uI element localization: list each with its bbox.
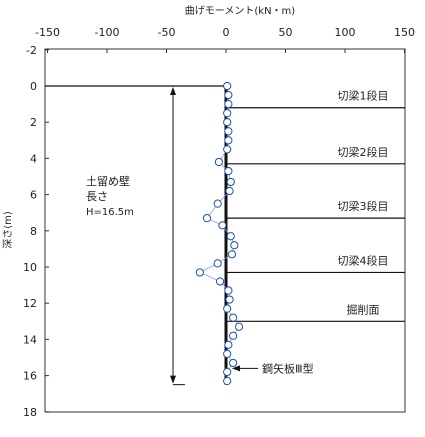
y-tick-label: 16 bbox=[23, 370, 37, 383]
y-tick-label: 2 bbox=[30, 116, 37, 129]
strut-label: 切梁2段目 bbox=[338, 145, 389, 159]
strut-label: 切梁1段目 bbox=[338, 89, 389, 103]
y-tick-label: -2 bbox=[26, 44, 37, 57]
pile-label: 鋼矢板Ⅲ型 bbox=[262, 361, 314, 375]
data-point bbox=[223, 304, 232, 313]
data-point bbox=[202, 214, 212, 223]
y-tick-label: 4 bbox=[30, 152, 37, 165]
data-point bbox=[223, 367, 232, 377]
strut-label: 掘削面 bbox=[347, 302, 380, 316]
x-tick-label: -150 bbox=[35, 26, 60, 39]
y-axis-title: 深さ(m) bbox=[2, 211, 14, 249]
data-point bbox=[224, 166, 233, 176]
data-point bbox=[229, 313, 238, 322]
wall-label-line3: H=16.5m bbox=[86, 207, 134, 218]
data-point bbox=[224, 340, 233, 349]
data-point bbox=[213, 199, 222, 208]
data-point bbox=[226, 177, 235, 187]
data-point bbox=[230, 241, 239, 250]
strut-label: 切梁3段目 bbox=[338, 199, 389, 213]
y-tick-label: 6 bbox=[30, 189, 37, 202]
data-point bbox=[214, 157, 223, 167]
x-tick-label: 50 bbox=[279, 26, 293, 39]
strut-label: 切梁4段目 bbox=[338, 253, 389, 267]
y-tick-label: 10 bbox=[23, 261, 37, 274]
data-point bbox=[224, 90, 233, 100]
axis-ticks: -150 -100 -50 0 50 100 150 -2 0 2 4 6 8 10 12 14 16 18 bbox=[23, 26, 415, 419]
data-point bbox=[223, 81, 232, 91]
arrow-head-top bbox=[170, 87, 176, 95]
data-point bbox=[224, 136, 233, 145]
x-tick-label: 100 bbox=[335, 26, 356, 39]
x-tick-label: 150 bbox=[394, 26, 415, 39]
data-point bbox=[224, 127, 233, 136]
data-point bbox=[218, 221, 227, 230]
data-point bbox=[223, 118, 232, 127]
x-tick-label: -100 bbox=[95, 26, 120, 39]
data-point bbox=[223, 145, 232, 154]
y-tick-label: 8 bbox=[30, 225, 37, 238]
x-tick-label: 0 bbox=[223, 26, 230, 39]
data-point bbox=[226, 232, 235, 241]
wall-label-line1: 土留め壁 bbox=[86, 174, 130, 188]
y-tick-label: 14 bbox=[23, 333, 37, 346]
data-point bbox=[225, 186, 234, 196]
data-point bbox=[224, 100, 233, 109]
data-point bbox=[229, 331, 238, 340]
data-point bbox=[223, 376, 232, 386]
data-point bbox=[229, 358, 238, 368]
y-tick-label: 12 bbox=[23, 297, 37, 310]
data-point bbox=[223, 349, 232, 358]
data-point bbox=[227, 250, 237, 259]
pile-leader-arrow bbox=[232, 365, 240, 372]
y-tick-label: 0 bbox=[30, 80, 37, 93]
data-point bbox=[195, 268, 204, 277]
data-point bbox=[234, 322, 244, 331]
x-tick-label: -50 bbox=[158, 26, 176, 39]
data-point bbox=[223, 109, 232, 118]
data-point bbox=[224, 286, 233, 295]
arrow-head-bottom bbox=[170, 375, 176, 384]
data-points bbox=[195, 81, 244, 386]
data-point bbox=[213, 259, 222, 268]
data-point bbox=[215, 277, 225, 286]
y-tick-label: 18 bbox=[23, 406, 37, 419]
wall-label-line2: 長さ bbox=[86, 190, 108, 203]
data-point bbox=[225, 295, 234, 304]
x-axis-title: 曲げモーメント(kN・m) bbox=[185, 5, 296, 17]
